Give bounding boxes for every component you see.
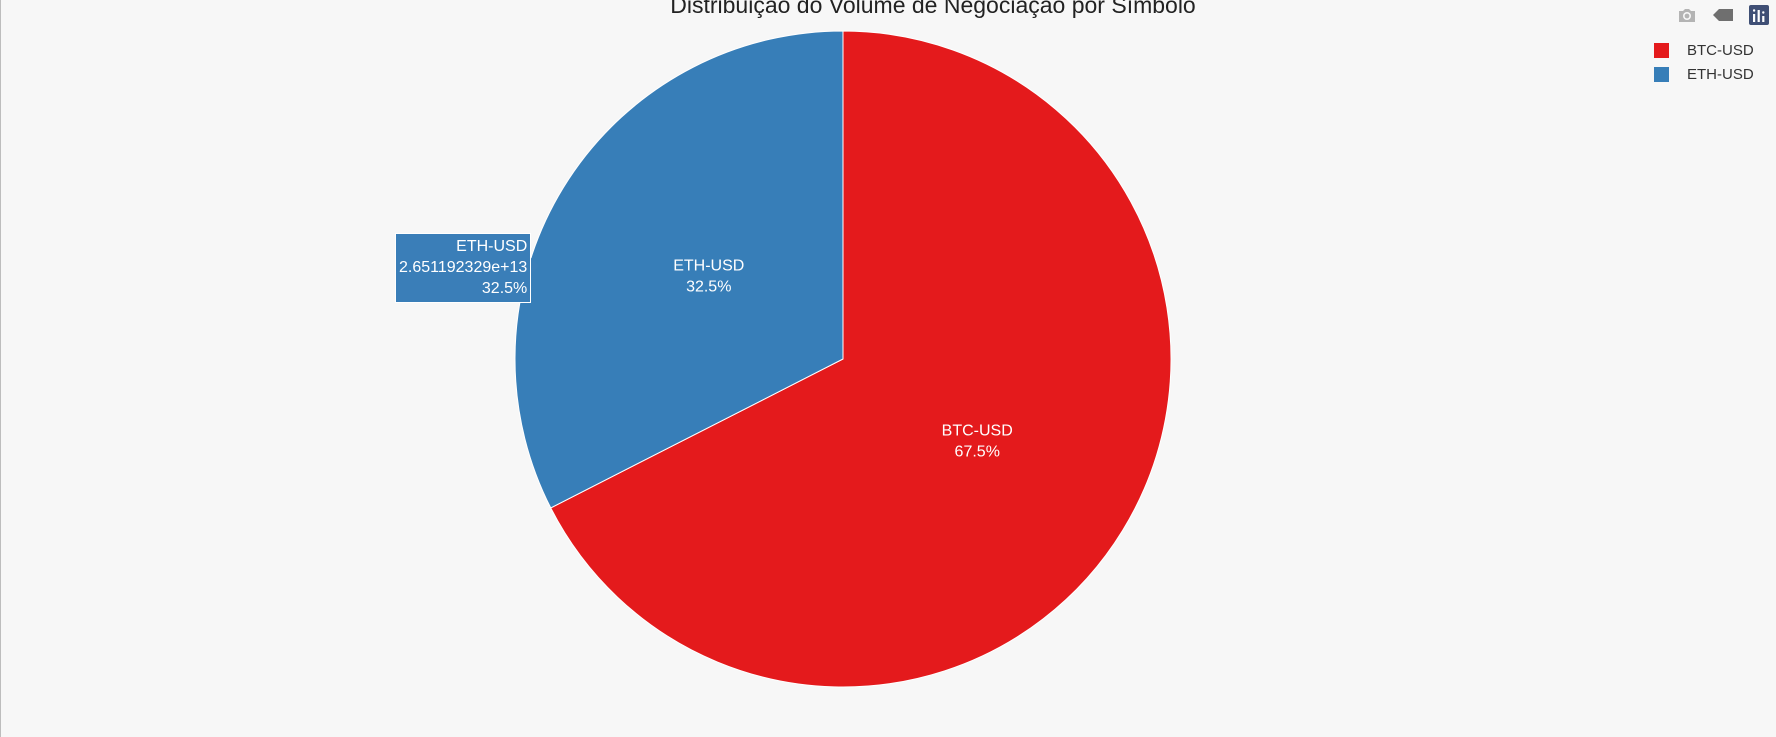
tooltip-label: ETH-USD [456,238,528,255]
chart-title: Distribuição do Volume de Negociação por… [670,0,1196,18]
tooltip-percent: 32.5% [481,280,528,297]
left-border [0,0,1,737]
modebar [1674,4,1772,26]
legend-label-btc-usd: BTC-USD [1687,41,1754,59]
legend-item-btc-usd[interactable]: BTC-USD [1654,38,1754,62]
slice-label-btc-usd: BTC-USD [942,422,1013,439]
plotly-logo-icon[interactable] [1746,4,1772,26]
tooltip-arrow [531,258,540,274]
slice-percent-btc-usd: 67.5% [955,443,1000,460]
legend-item-eth-usd[interactable]: ETH-USD [1654,62,1754,86]
tag-icon[interactable] [1710,4,1736,26]
slice-percent-eth-usd: 32.5% [686,279,731,296]
pie-slice-eth-usd[interactable] [514,30,844,509]
tooltip-value: 2.651192329e+13 [399,259,528,276]
camera-icon[interactable] [1674,4,1700,26]
legend-label-eth-usd: ETH-USD [1687,65,1754,83]
pie-slice-btc-usd[interactable] [550,30,1172,688]
legend: BTC-USD ETH-USD [1654,38,1754,86]
slice-label-eth-usd: ETH-USD [673,258,744,275]
legend-swatch-btc-usd [1654,42,1669,58]
hover-tooltip: ETH-USD 2.651192329e+13 32.5% [395,233,540,303]
legend-swatch-eth-usd [1654,66,1669,82]
